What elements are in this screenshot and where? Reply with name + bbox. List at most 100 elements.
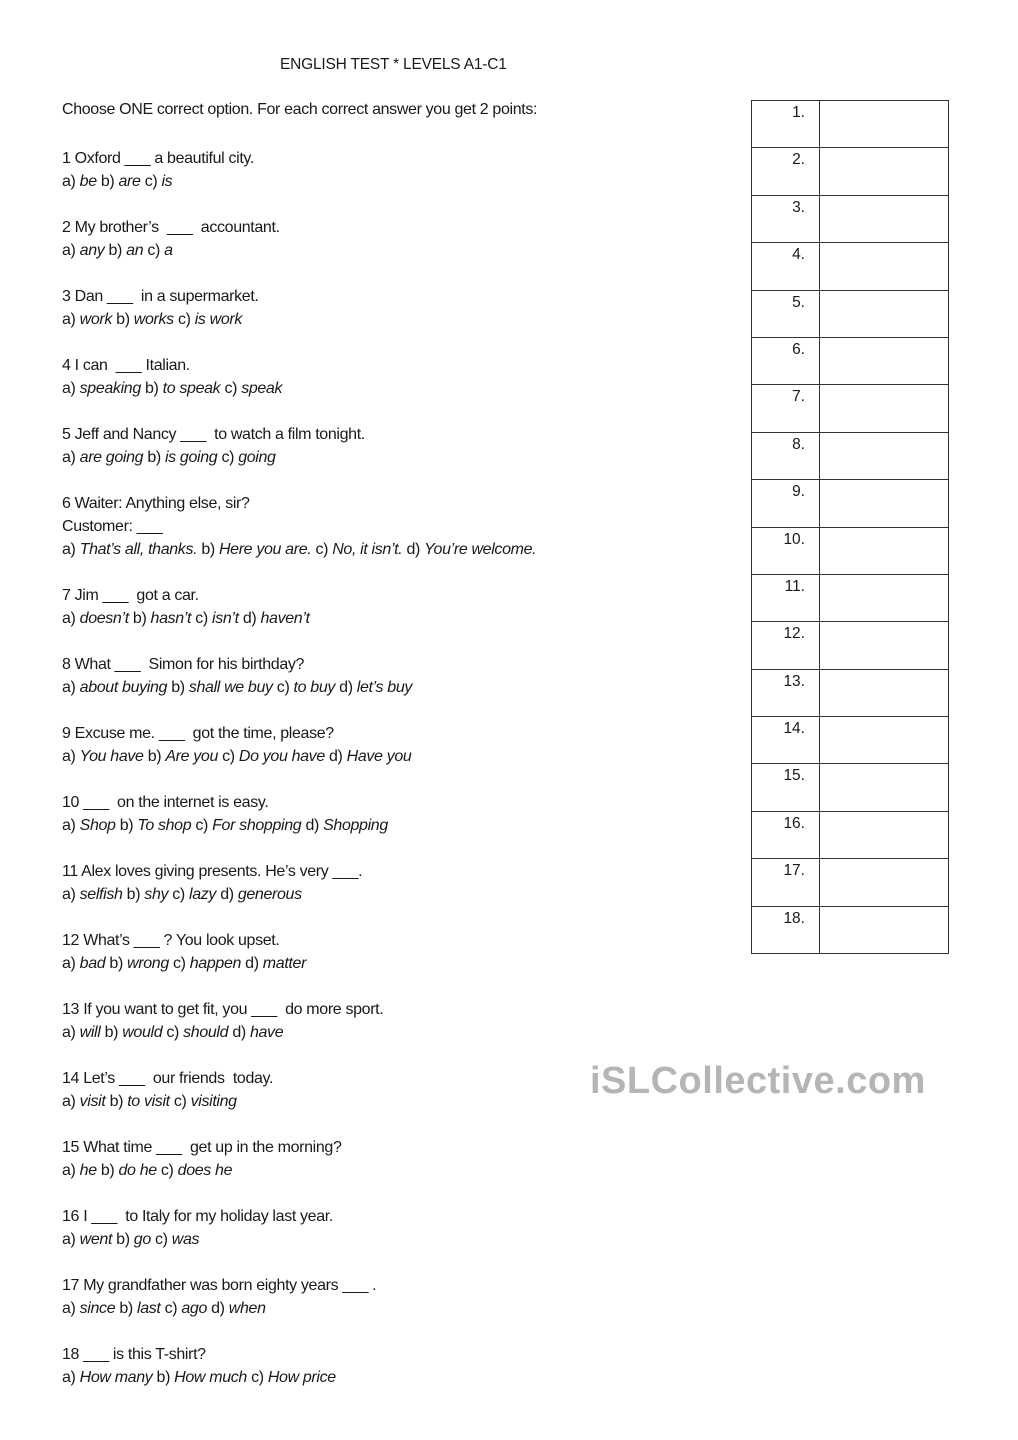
option-letter: b) xyxy=(100,1162,115,1179)
option-text[interactable]: selfish xyxy=(79,886,123,903)
option-text[interactable]: since xyxy=(79,1300,116,1317)
answer-box[interactable] xyxy=(819,431,949,481)
option-text[interactable]: work xyxy=(79,311,113,328)
answer-box[interactable] xyxy=(819,479,949,528)
option-text[interactable]: You’re welcome. xyxy=(424,541,537,558)
option-text[interactable]: should xyxy=(183,1024,229,1041)
option-text[interactable]: Shop xyxy=(79,817,116,834)
option-letter: c) xyxy=(222,748,235,765)
option-text[interactable]: How many xyxy=(79,1369,153,1386)
option-text[interactable]: lazy xyxy=(189,886,217,903)
answer-box[interactable] xyxy=(819,99,949,149)
option-text[interactable]: Do you have xyxy=(238,748,325,765)
option-text[interactable]: speaking xyxy=(79,380,142,397)
option-letter: a) xyxy=(62,1024,76,1041)
option-text[interactable]: works xyxy=(133,311,174,328)
options-line: a) be b) are c) is xyxy=(62,170,254,193)
option-text[interactable]: Are you xyxy=(165,748,219,765)
option-text[interactable]: hasn’t xyxy=(150,610,192,627)
option-text[interactable]: was xyxy=(171,1231,200,1248)
answer-box[interactable] xyxy=(819,242,949,291)
option-text[interactable]: are going xyxy=(79,449,144,466)
option-text[interactable]: For shopping xyxy=(212,817,302,834)
option-text[interactable]: ago xyxy=(181,1300,208,1317)
option-text[interactable]: about buying xyxy=(79,679,168,696)
question-11: 11 Alex loves giving presents. He’s very… xyxy=(62,860,363,906)
question-stem: 15 What time ___ get up in the morning? xyxy=(62,1139,342,1156)
answer-box[interactable] xyxy=(819,289,949,338)
answer-box[interactable] xyxy=(819,668,949,718)
answer-box[interactable] xyxy=(819,858,949,907)
option-text[interactable]: doesn’t xyxy=(79,610,130,627)
answer-box[interactable] xyxy=(819,810,949,860)
option-text[interactable]: to visit xyxy=(127,1093,170,1110)
option-text[interactable]: isn’t xyxy=(212,610,239,627)
option-text[interactable]: is xyxy=(161,173,173,190)
option-text[interactable]: matter xyxy=(262,955,307,972)
option-text[interactable]: shall we buy xyxy=(188,679,273,696)
option-text[interactable]: shy xyxy=(144,886,169,903)
option-text[interactable]: when xyxy=(228,1300,266,1317)
option-text[interactable]: haven’t xyxy=(260,610,310,627)
option-text[interactable]: speak xyxy=(241,380,283,397)
option-letter: b) xyxy=(109,955,123,972)
option-text[interactable]: will xyxy=(79,1024,101,1041)
answer-box[interactable] xyxy=(819,763,949,812)
option-letter: a) xyxy=(62,886,76,903)
option-letter: c) xyxy=(160,1162,174,1179)
answer-box[interactable] xyxy=(819,905,949,955)
option-letter: a) xyxy=(62,679,76,696)
option-text[interactable]: Here you are. xyxy=(218,541,312,558)
answer-box[interactable] xyxy=(819,621,949,670)
option-text[interactable]: That’s all, thanks. xyxy=(79,541,198,558)
option-text[interactable]: last xyxy=(137,1300,161,1317)
option-text[interactable]: have xyxy=(249,1024,284,1041)
option-text[interactable]: went xyxy=(79,1231,113,1248)
option-text[interactable]: to buy xyxy=(293,679,336,696)
answer-box[interactable] xyxy=(819,716,949,765)
option-text[interactable]: visiting xyxy=(190,1093,237,1110)
option-text[interactable]: does he xyxy=(177,1162,233,1179)
option-letter: a) xyxy=(62,955,76,972)
answer-row: 9. xyxy=(751,479,949,528)
option-text[interactable]: going xyxy=(238,449,276,466)
option-text[interactable]: To shop xyxy=(137,817,192,834)
option-letter: b) xyxy=(145,380,159,397)
option-text[interactable]: visit xyxy=(79,1093,106,1110)
option-text[interactable]: would xyxy=(122,1024,163,1041)
option-letter: c) xyxy=(164,1300,178,1317)
option-text[interactable]: wrong xyxy=(127,955,169,972)
answer-box[interactable] xyxy=(819,336,949,386)
option-text[interactable]: is going xyxy=(164,449,218,466)
answer-box[interactable] xyxy=(819,526,949,575)
answer-box[interactable] xyxy=(819,147,949,196)
answer-box[interactable] xyxy=(819,384,949,433)
answer-box[interactable] xyxy=(819,194,949,244)
answer-row: 8. xyxy=(751,431,949,481)
option-text[interactable]: How price xyxy=(267,1369,336,1386)
option-text[interactable]: happen xyxy=(189,955,242,972)
answer-box[interactable] xyxy=(819,573,949,623)
option-text[interactable]: No, it isn’t. xyxy=(332,541,403,558)
option-text[interactable]: Have you xyxy=(346,748,412,765)
answer-row: 16. xyxy=(751,810,949,860)
option-text[interactable]: go xyxy=(133,1231,151,1248)
option-text[interactable]: to speak xyxy=(162,380,221,397)
option-text[interactable]: any xyxy=(79,242,105,259)
option-text[interactable]: How much xyxy=(174,1369,247,1386)
option-text[interactable]: be xyxy=(79,173,97,190)
option-text[interactable]: is work xyxy=(194,311,243,328)
option-text[interactable]: a xyxy=(164,242,173,259)
option-text[interactable]: You have xyxy=(79,748,144,765)
option-text[interactable]: are xyxy=(118,173,141,190)
option-text[interactable]: let’s buy xyxy=(356,679,413,696)
option-letter: c) xyxy=(147,242,160,259)
question-stem: 4 I can ___ Italian. xyxy=(62,357,190,374)
option-text[interactable]: bad xyxy=(79,955,106,972)
option-text[interactable]: an xyxy=(126,242,144,259)
option-text[interactable]: do he xyxy=(118,1162,158,1179)
option-text[interactable]: he xyxy=(79,1162,97,1179)
option-letter: d) xyxy=(220,886,234,903)
option-text[interactable]: Shopping xyxy=(323,817,388,834)
option-text[interactable]: generous xyxy=(237,886,302,903)
